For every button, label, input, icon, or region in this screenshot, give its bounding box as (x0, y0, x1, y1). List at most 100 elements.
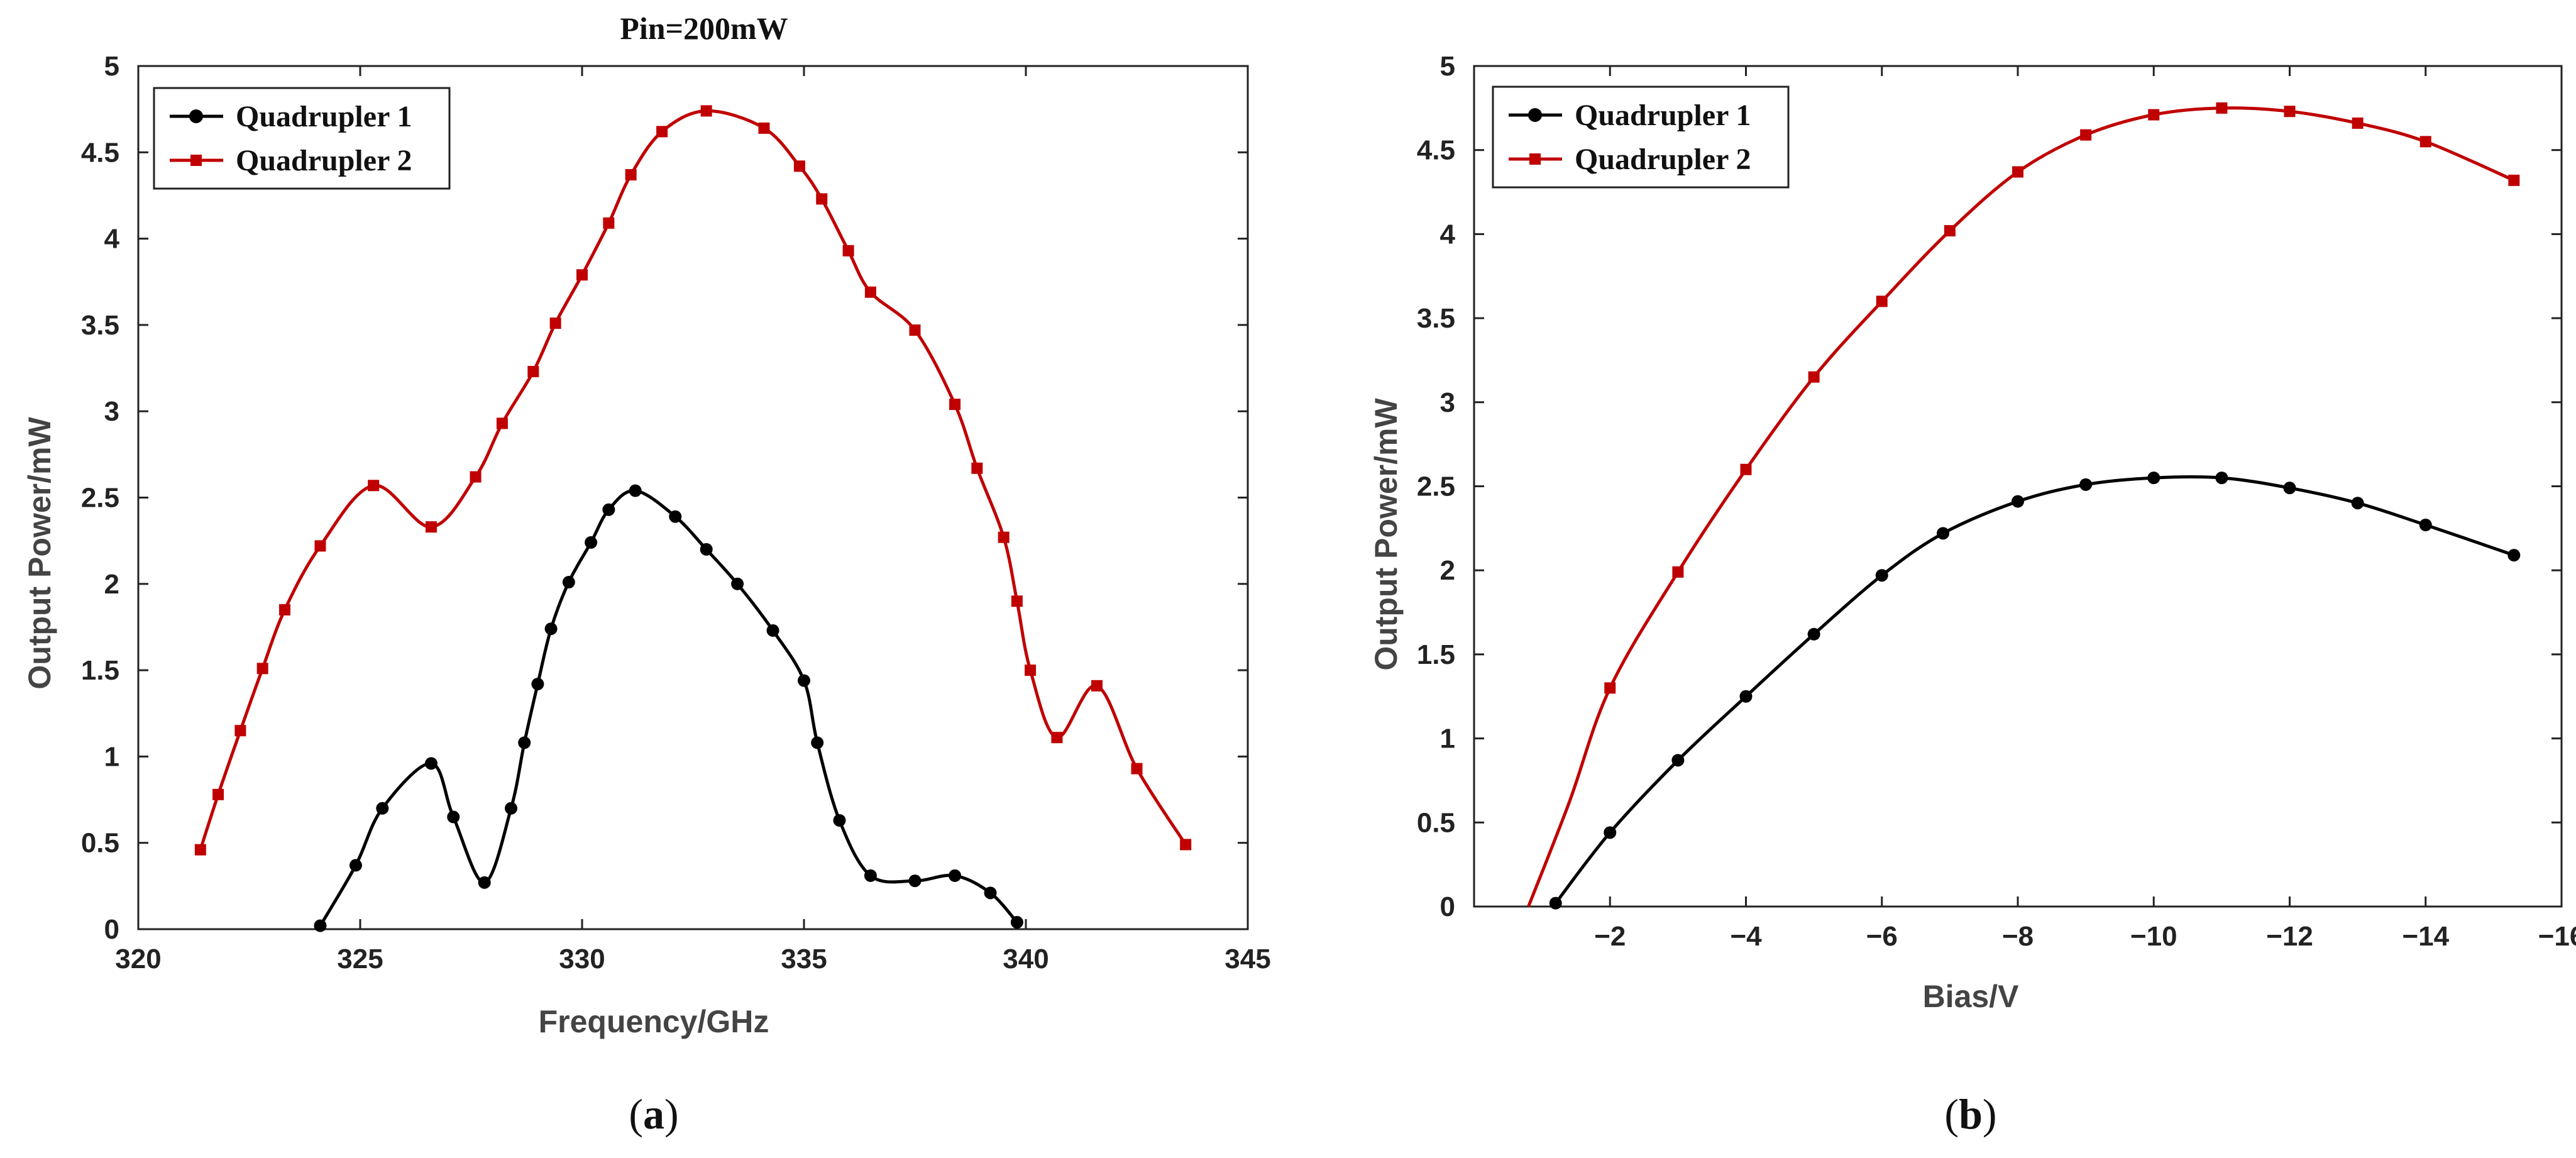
chart-b-data-point-circle (1937, 527, 1950, 540)
chart-a-y-tick-label: 2 (104, 569, 119, 600)
chart-a-data-point-circle (766, 624, 779, 637)
chart-a-y-tick-label: 0 (104, 914, 119, 945)
chart-a-data-point-circle (669, 510, 682, 523)
chart-panel-a: Pin=200mW 0 0.5 1 1.5 2 2.5 3 3.5 4 4.5 5 320 325 330… (22, 11, 1271, 1138)
chart-a-x-tick-label: 335 (781, 944, 827, 974)
chart-b-data-point-square (2284, 106, 2296, 118)
chart-a-legend-marker-square (190, 155, 202, 166)
chart-a-data-point-circle (833, 814, 846, 827)
chart-b-data-point-square (1672, 566, 1684, 578)
chart-a-data-point-square (700, 105, 712, 117)
chart-a-data-point-circle (864, 869, 877, 882)
chart-a-data-point-circle (562, 576, 575, 589)
chart-a-data-point-square (234, 725, 246, 737)
chart-a-legend (153, 87, 451, 190)
chart-b-caption: (b) (1944, 1090, 1996, 1138)
chart-a-data-point-circle (518, 736, 531, 749)
chart-b-data-point-square (2508, 174, 2520, 186)
chart-b-data-point-circle (1549, 896, 1562, 910)
chart-a-data-point-square (527, 366, 539, 378)
chart-a-data-point-circle (908, 874, 922, 888)
chart-a-data-point-square (549, 317, 561, 329)
chart-a-data-point-square (949, 399, 961, 411)
chart-a-data-point-square (793, 160, 805, 172)
chart-a-data-point-square (816, 193, 828, 205)
chart-b-data-point-circle (2419, 519, 2432, 532)
chart-b-data-point-square (2148, 109, 2160, 121)
chart-a-y-tick-label: 0.5 (81, 828, 119, 859)
chart-b-y-tick-label: 0.5 (1417, 807, 1455, 838)
chart-a-y-tick-label: 2.5 (81, 483, 119, 514)
chart-b-data-point-square (1876, 295, 1888, 307)
chart-b-data-point-circle (1875, 569, 1888, 582)
chart-b-y-tick-label: 4.5 (1417, 135, 1455, 166)
chart-a-data-point-circle (349, 859, 362, 872)
chart-a-x-tick-label: 325 (337, 944, 383, 974)
chart-a-data-point-circle (629, 484, 642, 497)
chart-a-data-point-square (278, 604, 290, 615)
chart-b-series-line-1 (1554, 475, 2515, 905)
chart-a-data-point-square (425, 521, 437, 533)
chart-a-data-point-square (625, 168, 637, 180)
chart-b-x-tick-label: −8 (2002, 921, 2034, 952)
chart-b-y-tick-label: 3 (1440, 387, 1455, 418)
chart-a-data-point-square (656, 126, 668, 138)
chart-b-data-point-circle (2507, 549, 2521, 562)
chart-b-legend-label: Quadrupler 2 (1575, 143, 1751, 176)
chart-a-legend-marker-circle (189, 109, 203, 123)
chart-b-x-axis-label: Bias/V (1923, 979, 2020, 1014)
chart-b-data-point-circle (2215, 471, 2228, 485)
chart-a-data-point-square (603, 217, 615, 229)
chart-b-legend (1492, 85, 1790, 189)
chart-a-data-point-circle (731, 577, 744, 590)
chart-b-legend-marker-square (1529, 153, 1541, 165)
chart-a-y-tick-label: 4 (104, 224, 120, 255)
chart-a-data-point-square (1025, 664, 1037, 676)
chart-a-data-point-square (470, 471, 482, 483)
chart-a-data-point-circle (585, 536, 598, 549)
chart-a-data-point-square (576, 269, 588, 281)
chart-b-legend-label: Quadrupler 1 (1575, 99, 1751, 132)
chart-b-data-point-square (1604, 682, 1616, 694)
chart-a-data-point-square (212, 788, 224, 800)
chart-b-y-tick-label: 2 (1440, 555, 1455, 586)
chart-a-data-point-circle (798, 674, 810, 687)
chart-a-data-point-square (1051, 732, 1063, 744)
chart-a-data-point-circle (544, 622, 558, 636)
chart-b-y-tick-label: 3.5 (1417, 303, 1455, 334)
chart-a-data-point-square (496, 417, 508, 429)
chart-b-x-tick-label: −14 (2402, 921, 2449, 952)
chart-a-data-point-square (368, 480, 380, 492)
chart-b-data-point-square (2216, 102, 2228, 114)
chart-a-data-point-circle (505, 802, 518, 815)
chart-a-legend-label: Quadrupler 1 (236, 100, 412, 133)
chart-panel-b: 0 0.5 1 1.5 2 2.5 3 3.5 4 4.5 5 −2 −4 −6 −8 −10 −12 −14 −1… (1368, 51, 2576, 1138)
chart-a-data-point-square (1091, 680, 1103, 692)
chart-b-data-point-square (2419, 136, 2431, 148)
chart-b-y-tick-label: 1.5 (1417, 639, 1455, 670)
chart-b-data-point-square (2352, 117, 2364, 129)
chart-b-y-tick-label: 2.5 (1417, 471, 1455, 502)
chart-b-y-axis-label: Output Power/mW (1368, 398, 1404, 671)
chart-a-x-tick-label: 340 (1003, 944, 1049, 974)
chart-b-data-point-square (2012, 166, 2023, 178)
chart-b-data-point-circle (2147, 471, 2160, 485)
chart-b-x-tick-label: −6 (1866, 921, 1898, 952)
chart-a-data-point-square (1011, 595, 1023, 607)
chart-a-caption-letter: a (643, 1090, 664, 1138)
chart-b-data-point-square (2080, 129, 2092, 141)
chart-a-y-tick-label: 1.5 (81, 655, 119, 686)
chart-a-data-point-circle (424, 757, 438, 770)
chart-b-x-tick-label: −4 (1730, 921, 1762, 952)
chart-a-data-point-circle (700, 543, 713, 556)
chart-a-data-point-square (1180, 839, 1192, 851)
chart-a-data-point-square (971, 462, 983, 474)
chart-a-data-point-circle (447, 810, 460, 824)
chart-a-data-point-circle (376, 802, 389, 815)
chart-b-y-tick-label: 0 (1440, 891, 1455, 922)
chart-a-data-point-circle (811, 736, 824, 749)
chart-b-y-tick-label: 1 (1440, 724, 1455, 754)
chart-b-legend-marker-circle (1528, 108, 1542, 122)
chart-b-y-tick-label: 4 (1440, 219, 1456, 250)
